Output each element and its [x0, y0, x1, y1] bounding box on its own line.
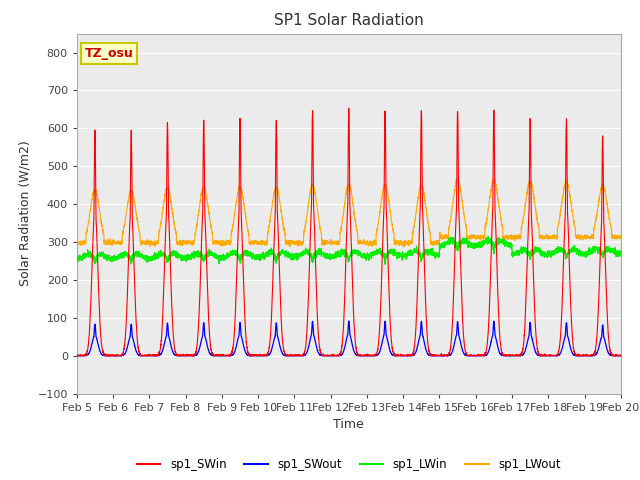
- Y-axis label: Solar Radiation (W/m2): Solar Radiation (W/m2): [19, 141, 32, 287]
- Line: sp1_SWout: sp1_SWout: [77, 321, 621, 356]
- sp1_LWin: [381, 261, 389, 267]
- sp1_LWout: [328, 240, 336, 246]
- sp1_LWin: [616, 252, 624, 258]
- sp1_LWin: [171, 248, 179, 254]
- Title: SP1 Solar Radiation: SP1 Solar Radiation: [274, 13, 424, 28]
- sp1_LWin: [73, 254, 81, 260]
- sp1_LWin: [328, 254, 336, 260]
- sp1_SWin: [441, 352, 449, 358]
- sp1_SWout: [73, 353, 81, 359]
- sp1_LWout: [616, 235, 624, 241]
- sp1_LWout: [171, 222, 179, 228]
- sp1_SWin: [345, 105, 353, 111]
- sp1_LWin: [502, 240, 509, 246]
- sp1_SWin: [328, 352, 336, 358]
- sp1_SWout: [73, 353, 81, 359]
- sp1_SWin: [616, 352, 624, 358]
- sp1_SWout: [616, 353, 624, 359]
- sp1_SWin: [471, 353, 479, 359]
- sp1_SWout: [171, 352, 179, 358]
- sp1_LWout: [400, 244, 408, 250]
- sp1_SWin: [502, 353, 509, 359]
- sp1_LWin: [617, 253, 625, 259]
- sp1_LWin: [441, 241, 449, 247]
- sp1_SWout: [471, 353, 479, 359]
- sp1_LWin: [484, 234, 492, 240]
- sp1_LWout: [617, 234, 625, 240]
- sp1_LWin: [471, 245, 479, 251]
- sp1_SWout: [502, 353, 509, 359]
- sp1_LWout: [471, 233, 479, 239]
- sp1_LWout: [454, 176, 461, 182]
- Line: sp1_LWout: sp1_LWout: [77, 179, 621, 247]
- sp1_LWout: [441, 235, 449, 241]
- Text: TZ_osu: TZ_osu: [85, 47, 134, 60]
- sp1_LWout: [502, 233, 509, 239]
- Line: sp1_LWin: sp1_LWin: [77, 237, 621, 264]
- sp1_SWout: [441, 353, 449, 359]
- sp1_SWin: [171, 346, 179, 352]
- sp1_SWout: [345, 318, 353, 324]
- X-axis label: Time: Time: [333, 418, 364, 431]
- sp1_SWout: [328, 352, 336, 358]
- sp1_LWout: [73, 239, 81, 244]
- Line: sp1_SWin: sp1_SWin: [77, 108, 621, 356]
- Legend: sp1_SWin, sp1_SWout, sp1_LWin, sp1_LWout: sp1_SWin, sp1_SWout, sp1_LWin, sp1_LWout: [132, 454, 566, 476]
- sp1_SWin: [617, 353, 625, 359]
- sp1_SWout: [617, 353, 625, 359]
- sp1_SWin: [73, 353, 81, 359]
- sp1_SWin: [73, 352, 81, 358]
